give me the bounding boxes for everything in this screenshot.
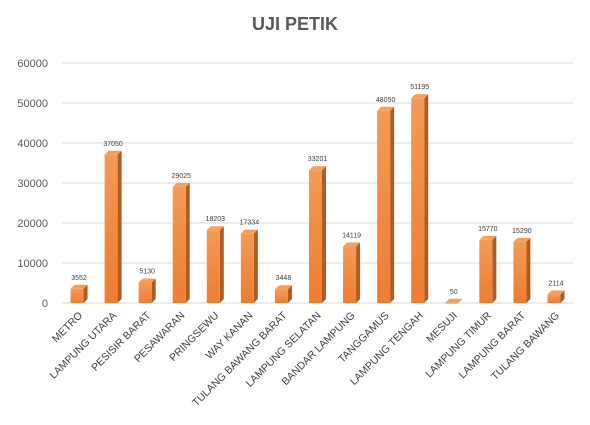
bar-top <box>411 94 429 99</box>
data-label: 2114 <box>548 281 563 288</box>
bar-top <box>445 298 463 303</box>
bar-top <box>240 229 258 234</box>
bar-front <box>138 282 152 303</box>
bar-side <box>424 94 429 303</box>
data-label: 18203 <box>206 216 226 223</box>
bar-top <box>309 166 326 171</box>
bar-side <box>560 290 565 303</box>
bar-7 <box>309 166 326 303</box>
y-tick-label: 10000 <box>17 258 48 270</box>
data-label: 3448 <box>276 275 292 282</box>
bar-top <box>479 235 497 240</box>
bar-front <box>445 302 459 304</box>
bar-side <box>492 235 497 303</box>
bar-8 <box>343 242 361 303</box>
data-label: 15770 <box>478 226 498 233</box>
y-tick-label: 60000 <box>17 58 48 70</box>
bar-top <box>104 150 122 155</box>
data-label: 33201 <box>308 156 328 163</box>
bar-side <box>151 278 156 303</box>
y-tick-label: 0 <box>42 298 48 310</box>
bar-top <box>513 237 531 242</box>
bar-front <box>513 241 527 303</box>
bar-side <box>287 285 292 303</box>
data-label: 51195 <box>410 84 429 91</box>
bar-4 <box>206 226 224 303</box>
bar-side <box>458 298 463 303</box>
bar-9 <box>377 106 395 303</box>
y-tick-label: 40000 <box>17 138 48 150</box>
y-tick-label: 50000 <box>17 98 48 110</box>
bar-side <box>185 182 190 303</box>
bar-front <box>70 288 84 303</box>
bar-top <box>343 242 361 247</box>
y-axis: 0 10000 20000 30000 40000 50000 60000 <box>17 58 48 310</box>
bar-6 <box>274 285 292 303</box>
bar-side <box>526 237 531 303</box>
bar-top <box>206 226 224 231</box>
chart-title: UJI PETIK <box>252 14 338 34</box>
bar-0 <box>70 284 88 303</box>
bar-5 <box>240 229 258 303</box>
bar-14 <box>547 290 565 303</box>
bar-front <box>309 170 322 303</box>
bar-front <box>206 230 220 303</box>
bar-top <box>70 284 88 289</box>
data-label: 29025 <box>171 173 191 180</box>
data-label: 5130 <box>139 268 155 275</box>
bars <box>70 94 565 304</box>
bar-front <box>104 154 118 303</box>
bar-top <box>172 182 190 187</box>
data-label: 17334 <box>240 220 260 227</box>
bar-3 <box>172 182 190 303</box>
bar-top <box>138 278 156 283</box>
x-tick-label: PESISIR BARAT <box>89 309 153 373</box>
y-tick-label: 20000 <box>17 218 48 230</box>
bar-top <box>377 106 395 111</box>
data-label: 48050 <box>376 97 396 104</box>
bar-side <box>322 166 326 303</box>
bar-12 <box>479 235 497 303</box>
bar-front <box>240 233 254 303</box>
bar-11 <box>445 298 463 304</box>
bar-top <box>274 285 292 290</box>
y-tick-label: 30000 <box>17 178 48 190</box>
bar-10 <box>411 94 429 303</box>
data-label: 3552 <box>71 275 87 282</box>
bar-front <box>274 289 288 303</box>
bar-side <box>117 150 122 303</box>
data-labels: 3552 37050 5130 29025 18203 17334 3448 33201 141… <box>71 84 563 296</box>
bar-1 <box>104 150 122 303</box>
bar-13 <box>513 237 531 303</box>
data-label: 14119 <box>342 233 361 240</box>
bar-side <box>253 229 258 303</box>
bar-side <box>356 242 361 303</box>
bar-front <box>377 110 391 303</box>
bar-side <box>83 284 88 303</box>
data-label: 15290 <box>512 228 532 235</box>
bar-front <box>343 246 357 303</box>
bar-front <box>547 294 561 303</box>
bar-front <box>411 98 425 303</box>
bar-front <box>172 186 186 303</box>
bar-2 <box>138 278 156 303</box>
bar-side <box>390 106 395 303</box>
data-label: 50 <box>450 289 458 296</box>
data-label: 37050 <box>103 141 123 148</box>
bar-top <box>547 290 565 295</box>
bar-front <box>479 239 493 303</box>
bar-side <box>219 226 224 303</box>
